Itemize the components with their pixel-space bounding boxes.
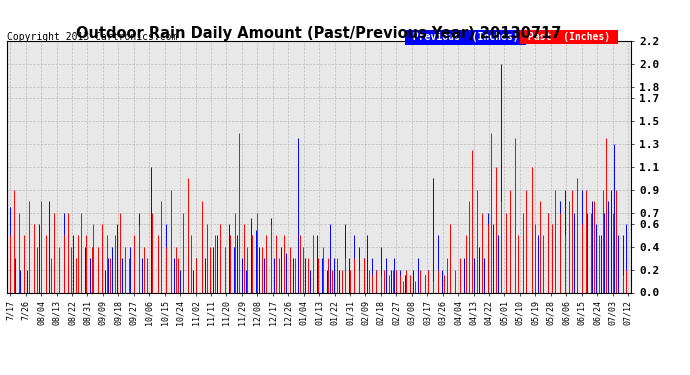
Text: Past  (Inches): Past (Inches): [522, 33, 616, 42]
Title: Outdoor Rain Daily Amount (Past/Previous Year) 20130717: Outdoor Rain Daily Amount (Past/Previous…: [77, 26, 562, 41]
Text: Copyright 2013 Cartronics.com: Copyright 2013 Cartronics.com: [7, 33, 177, 42]
Text: Previous  (Inches): Previous (Inches): [406, 33, 524, 42]
